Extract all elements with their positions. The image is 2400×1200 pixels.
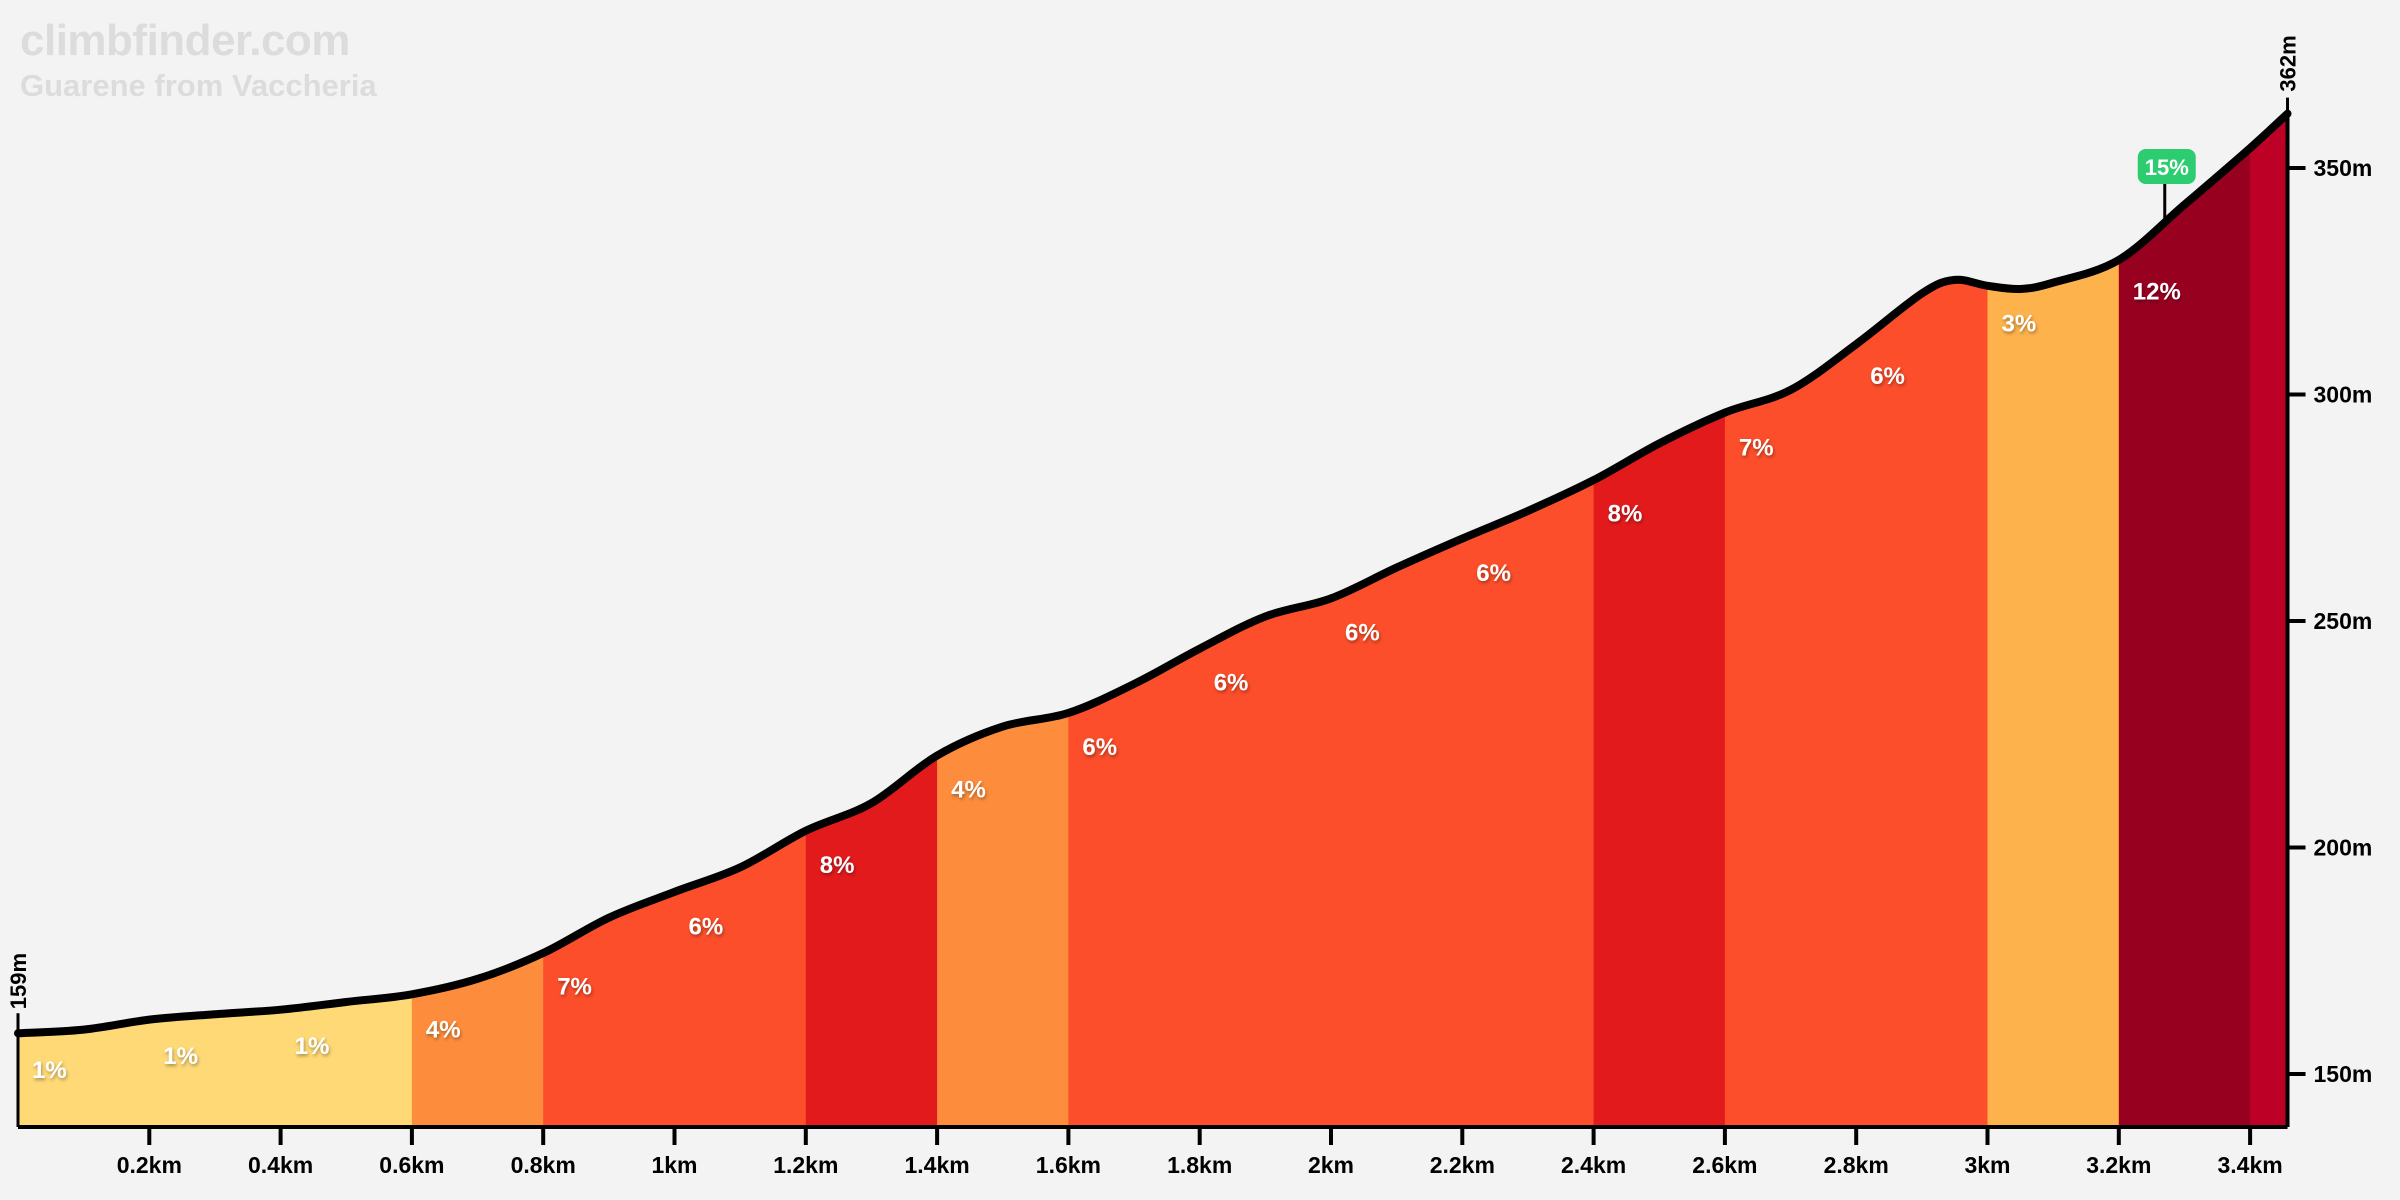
brand-logo-text: climbfinder.com <box>20 16 350 65</box>
gradient-segment <box>674 113 807 1127</box>
start-elevation-label: 159m <box>6 953 31 1009</box>
gradient-segment <box>1856 113 1988 1127</box>
x-tick-label: 2.4km <box>1561 1152 1626 1178</box>
gradient-segment <box>1068 113 1201 1127</box>
grade-label: 12% <box>2133 278 2181 305</box>
x-tick-label: 0.4km <box>248 1152 313 1178</box>
grade-label: 7% <box>557 974 592 1001</box>
grade-label: 6% <box>1345 619 1380 646</box>
gradient-segment <box>18 113 150 1127</box>
gradient-segment <box>2118 113 2251 1127</box>
x-tick-label: 0.8km <box>511 1152 576 1178</box>
grade-label: 7% <box>1739 434 1774 461</box>
x-tick-label: 1km <box>651 1152 697 1178</box>
x-tick-label: 1.2km <box>773 1152 838 1178</box>
grade-label: 3% <box>2002 310 2037 337</box>
grade-label: 1% <box>32 1057 67 1084</box>
grade-label: 6% <box>1214 669 1249 696</box>
x-tick-label: 0.2km <box>117 1152 182 1178</box>
gradient-segment <box>1593 113 1726 1127</box>
max-gradient-badge <box>2137 149 2196 184</box>
grade-label: 1% <box>163 1043 198 1070</box>
x-tick-label: 1.6km <box>1036 1152 1101 1178</box>
axes: 0.2km 0.4km 0.6km 0.8km 1km 1.2km 1.4km 1.6km 1.… <box>6 35 2372 1178</box>
grade-label: 8% <box>1608 500 1643 527</box>
elevation-line <box>14 109 2292 1038</box>
x-tick-label: 3.4km <box>2217 1152 2282 1178</box>
gradient-segment <box>805 113 938 1127</box>
y-tick-label: 250m <box>2314 608 2373 634</box>
y-tick-label: 200m <box>2314 835 2373 861</box>
x-tick-label: 2.8km <box>1824 1152 1889 1178</box>
x-tick-label: 2.2km <box>1430 1152 1495 1178</box>
x-tick-label: 2km <box>1308 1152 1354 1178</box>
grade-label: 1% <box>295 1033 330 1060</box>
gradient-segment <box>2250 113 2288 1127</box>
y-tick-label: 300m <box>2314 382 2373 408</box>
grade-label: 4% <box>951 777 986 804</box>
gradient-segments <box>18 113 2288 1127</box>
gradient-segment <box>280 113 413 1127</box>
x-tick-label: 1.4km <box>904 1152 969 1178</box>
y-tick-label: 350m <box>2314 155 2373 181</box>
end-elevation-label: 362m <box>2276 35 2301 91</box>
gradient-segment <box>937 113 1069 1127</box>
y-tick-label: 150m <box>2314 1061 2373 1087</box>
gradient-segment <box>1462 113 1595 1127</box>
grade-label: 6% <box>1476 560 1511 587</box>
max-gradient-label: 15% <box>2145 155 2189 180</box>
gradient-segment <box>1987 113 2120 1127</box>
gradient-segment <box>1724 113 1857 1127</box>
x-tick-label: 2.6km <box>1692 1152 1757 1178</box>
grade-label: 8% <box>820 852 855 879</box>
x-tick-label: 3km <box>1964 1152 2010 1178</box>
x-tick-label: 3.2km <box>2086 1152 2151 1178</box>
gradient-segment <box>411 113 544 1127</box>
x-tick-label: 1.8km <box>1167 1152 1232 1178</box>
grade-label: 4% <box>426 1017 461 1044</box>
grade-label: 6% <box>1082 734 1117 761</box>
grade-label: 6% <box>689 913 724 940</box>
gradient-segment <box>1331 113 1463 1127</box>
x-tick-label: 0.6km <box>379 1152 444 1178</box>
grade-labels: 1% 1% 1% 4% 7% 6% 8% 4% 6% 6% 6% 6% 8% 7% 6% 3% 12% 15% <box>32 149 2196 1084</box>
climb-title: Guarene from Vaccheria <box>20 68 377 103</box>
grade-label: 6% <box>1870 363 1905 390</box>
gradient-segment <box>149 113 282 1127</box>
